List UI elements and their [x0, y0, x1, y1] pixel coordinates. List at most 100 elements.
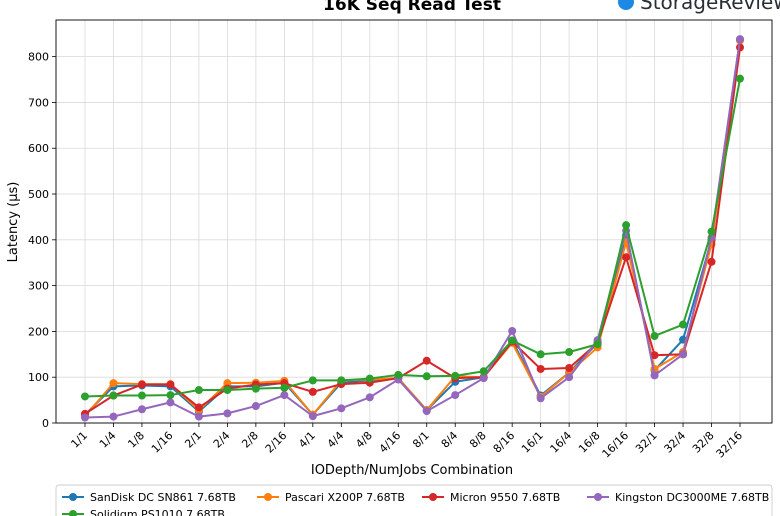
y-tick-label: 600 — [28, 142, 49, 155]
series-3 — [81, 43, 744, 418]
series-4 — [81, 35, 744, 422]
chart-title: 16K Seq Read Test — [323, 0, 501, 15]
x-tick-label: 2/8 — [239, 429, 261, 451]
legend-label: Kingston DC3000ME 7.68TB — [615, 491, 769, 504]
x-tick-label: 2/4 — [211, 429, 233, 451]
x-axis-label: IODepth/NumJobs Combination — [311, 463, 513, 478]
y-tick-label: 0 — [42, 417, 49, 430]
data-point — [508, 336, 517, 345]
data-point — [650, 351, 659, 360]
series-1 — [81, 35, 744, 419]
data-point — [650, 371, 659, 380]
data-point — [280, 391, 289, 400]
x-tick-label: 8/1 — [410, 429, 432, 451]
storagereview-logo-icon — [618, 0, 634, 10]
data-point — [137, 391, 146, 400]
data-point — [365, 393, 374, 402]
y-axis-label: Latency (µs) — [6, 182, 21, 263]
data-point — [166, 398, 175, 407]
x-tick-label: 1/4 — [97, 429, 119, 451]
y-tick-label: 700 — [28, 96, 49, 109]
data-point — [365, 374, 374, 383]
x-tick-label: 32/16 — [714, 429, 746, 461]
x-tick-label: 16/1 — [519, 429, 546, 456]
x-tick-label: 2/16 — [263, 429, 290, 456]
legend-label: SanDisk DC SN861 7.68TB — [90, 491, 236, 504]
data-point — [308, 387, 317, 396]
data-point — [479, 374, 488, 383]
storagereview-logo: StorageReview — [618, 0, 780, 14]
data-point — [166, 380, 175, 389]
series-line — [84, 78, 741, 398]
legend: SanDisk DC SN861 7.68TB Pascari X200P 7.6… — [55, 484, 773, 516]
x-tick-label: 8/16 — [491, 429, 518, 456]
x-tick-label: 32/1 — [633, 429, 660, 456]
data-point — [251, 402, 260, 411]
x-tick-label: 4/4 — [325, 429, 347, 451]
data-point — [565, 373, 574, 382]
legend-item: Kingston DC3000ME 7.68TB — [587, 491, 769, 504]
data-point — [109, 379, 118, 388]
x-tick-label: 16/4 — [548, 429, 575, 456]
data-point — [650, 331, 659, 340]
legend-label: Solidigm PS1010 7.68TB — [90, 508, 225, 516]
legend-label: Pascari X200P 7.68TB — [285, 491, 405, 504]
data-point — [137, 405, 146, 414]
data-point — [622, 253, 631, 262]
data-point — [422, 356, 431, 365]
x-tick-label: 1/16 — [149, 429, 176, 456]
data-point — [536, 350, 545, 359]
data-point — [679, 350, 688, 359]
data-point — [451, 371, 460, 380]
legend-label: Micron 9550 7.68TB — [450, 491, 560, 504]
x-tick-label: 16/16 — [600, 429, 632, 461]
x-tick-label: 8/8 — [467, 429, 489, 451]
data-point — [251, 384, 260, 393]
legend-box — [55, 484, 773, 516]
data-point — [622, 221, 631, 230]
legend-swatch-marker — [594, 493, 602, 501]
x-tick-label: 4/8 — [353, 429, 375, 451]
x-tick-label: 1/8 — [125, 429, 147, 451]
data-point — [194, 386, 203, 395]
data-point — [565, 348, 574, 357]
data-point — [679, 320, 688, 329]
data-point — [223, 409, 232, 418]
y-tick-label: 400 — [28, 234, 49, 247]
data-point — [223, 379, 232, 388]
y-tick-label: 500 — [28, 188, 49, 201]
data-point — [422, 407, 431, 416]
legend-swatch-marker — [69, 493, 77, 501]
series-line — [84, 39, 741, 416]
y-tick-label: 800 — [28, 51, 49, 64]
storagereview-logo-text: StorageReview — [640, 0, 780, 14]
data-point — [280, 383, 289, 392]
data-point — [194, 403, 203, 412]
series-5 — [81, 74, 744, 401]
x-tick-label: 4/16 — [377, 429, 404, 456]
y-tick-label: 300 — [28, 280, 49, 293]
data-point — [508, 326, 517, 335]
series-line — [84, 47, 741, 415]
grid — [56, 20, 772, 424]
legend-swatch-marker — [264, 493, 272, 501]
series-line — [84, 39, 741, 419]
data-point — [593, 340, 602, 349]
data-point — [223, 386, 232, 395]
data-point — [137, 380, 146, 389]
series-layer — [81, 35, 744, 422]
data-point — [565, 364, 574, 373]
data-point — [707, 227, 716, 236]
y-tick-label: 200 — [28, 325, 49, 338]
data-point — [308, 376, 317, 385]
x-tick-label: 8/4 — [439, 429, 461, 451]
legend-item: Pascari X200P 7.68TB — [257, 491, 405, 504]
y-tick-label: 100 — [28, 371, 49, 384]
data-point — [166, 391, 175, 400]
data-point — [536, 394, 545, 403]
data-point — [81, 413, 89, 422]
legend-swatch-marker — [69, 510, 77, 516]
x-tick-label: 32/4 — [662, 429, 689, 456]
data-point — [479, 367, 488, 376]
